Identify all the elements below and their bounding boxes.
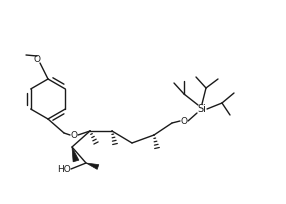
Text: O: O: [71, 131, 78, 140]
Polygon shape: [86, 163, 99, 169]
Polygon shape: [72, 147, 79, 162]
Text: O: O: [180, 116, 188, 125]
Text: O: O: [33, 54, 41, 63]
Text: HO: HO: [57, 164, 71, 173]
Text: Si: Si: [198, 104, 206, 114]
